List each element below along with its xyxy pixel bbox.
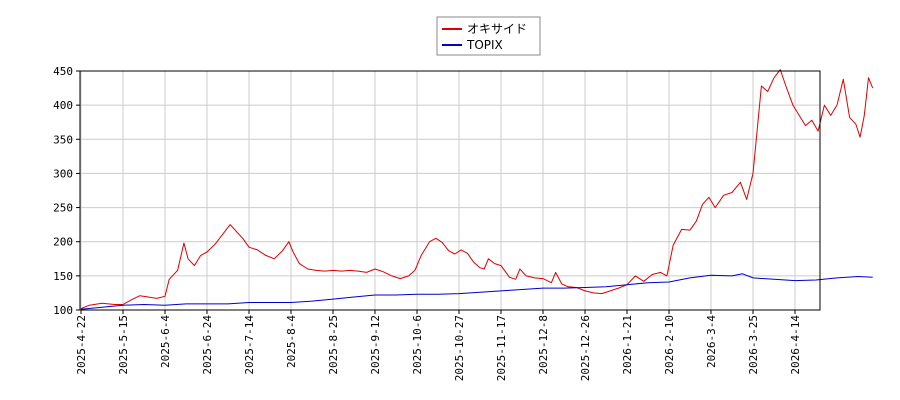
- x-tick-label: 2025-4-22: [75, 315, 88, 375]
- x-tick-label: 2025-5-15: [117, 315, 130, 375]
- x-tick-label: 2025-12-8: [537, 315, 550, 375]
- legend: オキサイド TOPIX: [436, 16, 541, 56]
- y-tick-label: 400: [53, 99, 73, 112]
- legend-box: [436, 16, 541, 56]
- y-tick-label: 200: [53, 236, 73, 249]
- series-line-topix: [80, 273, 873, 310]
- x-tick-label: 2026-4-14: [789, 315, 802, 375]
- x-tick-label: 2025-11-17: [495, 315, 508, 381]
- y-tick-label: 300: [53, 167, 73, 180]
- y-tick-label: 350: [53, 133, 73, 146]
- plot-frame: [79, 70, 821, 311]
- y-tick-label: 450: [53, 65, 73, 78]
- series-line-oxide: [80, 69, 874, 310]
- legend-label-1: TOPIX: [466, 38, 503, 52]
- x-tick-label: 2026-2-10: [663, 315, 676, 375]
- x-tick-label: 2025-6-24: [201, 315, 214, 375]
- legend-label-0: オキサイド: [467, 22, 527, 36]
- y-axis: 100 150 200 250 300 350 400 450: [53, 65, 80, 317]
- grid: [80, 70, 820, 311]
- x-tick-label: 2025-9-12: [369, 315, 382, 375]
- x-tick-label: 2025-8-25: [327, 315, 340, 375]
- x-tick-label: 2025-7-14: [243, 315, 256, 375]
- x-tick-label: 2026-1-21: [621, 315, 634, 375]
- x-tick-label: 2025-10-27: [453, 315, 466, 381]
- y-tick-label: 150: [53, 270, 73, 283]
- x-axis: 2025-4-22 2025-5-15 2025-6-4 2025-6-24 2025-…: [75, 310, 802, 381]
- plot-series: [80, 69, 874, 310]
- x-tick-label: 2025-10-6: [411, 315, 424, 375]
- x-tick-label: 2025-6-4: [159, 315, 172, 368]
- y-tick-label: 100: [53, 304, 73, 317]
- x-tick-label: 2025-8-4: [285, 315, 298, 368]
- x-tick-label: 2026-3-4: [705, 315, 718, 368]
- y-tick-label: 250: [53, 202, 73, 215]
- x-tick-label: 2025-12-26: [579, 315, 592, 381]
- x-tick-label: 2026-3-25: [747, 315, 760, 375]
